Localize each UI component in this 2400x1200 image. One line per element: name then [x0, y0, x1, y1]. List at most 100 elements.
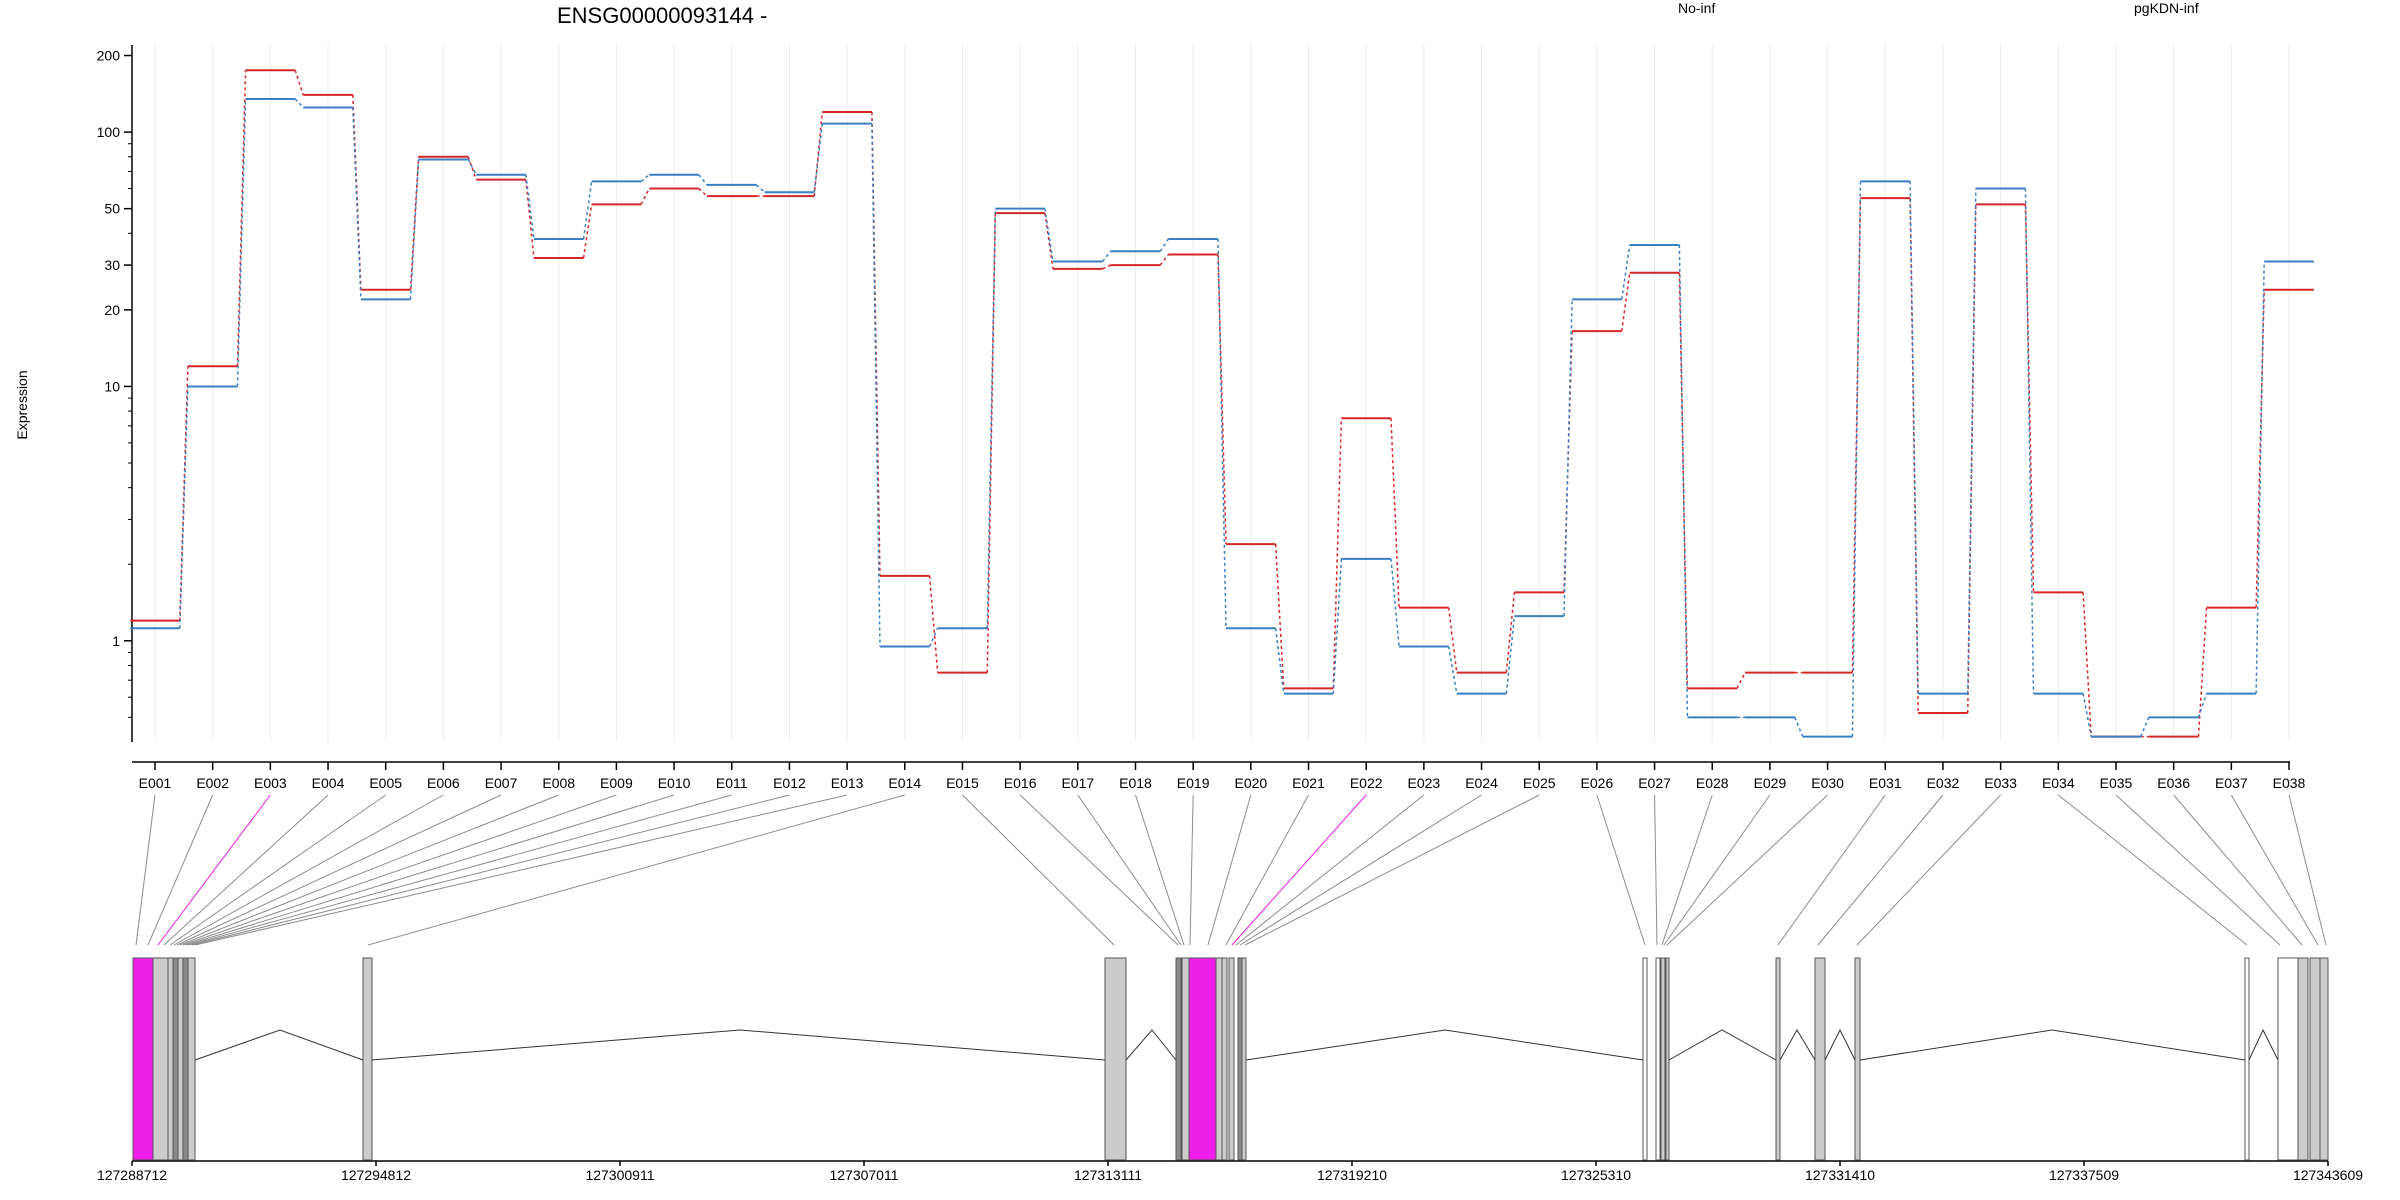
series-connector: [1044, 208, 1054, 262]
exon-connector-E026: [1596, 794, 1646, 946]
exon-block: [1655, 957, 1661, 1161]
genome-coordinate-label: 127307011: [829, 1167, 898, 1183]
genome-coordinate-label: 127294812: [341, 1167, 411, 1183]
x-tick-label-E024: E024: [1465, 775, 1498, 791]
exon-block: [1642, 957, 1648, 1161]
exon-block: [1660, 957, 1666, 1161]
series-connector: [928, 575, 939, 673]
x-tick-label-E025: E025: [1523, 775, 1556, 791]
series-connector: [1909, 181, 1919, 694]
exon-block: [1814, 957, 1826, 1161]
genome-coordinate-label: 127331410: [1805, 1167, 1875, 1183]
series-connector: [1505, 592, 1516, 673]
highlighted-exon-block: [1188, 957, 1217, 1161]
series-connector: [640, 188, 650, 205]
legend-entry-pgkdn-inf: pgKDN-inf: [2134, 0, 2199, 16]
y-tick-label: 50: [104, 201, 120, 217]
x-tick-label-E012: E012: [773, 775, 806, 791]
x-tick-label-E015: E015: [946, 775, 979, 791]
exon-connector-E024: [1239, 794, 1482, 946]
legend-entry-no-inf: No-inf: [1678, 0, 1715, 16]
y-tick-label: 10: [104, 378, 120, 394]
series-connector: [756, 184, 766, 193]
exon-connector-E034: [2057, 794, 2248, 946]
exon-block: [1215, 957, 1223, 1161]
series-connector: [871, 123, 881, 647]
series-connector: [1620, 272, 1631, 332]
series-connector: [698, 187, 708, 197]
genome-coordinate-label: 127300911: [585, 1167, 654, 1183]
exon-connector-E010: [185, 794, 675, 946]
series-connector: [1390, 418, 1400, 608]
series-connector: [1909, 198, 1919, 714]
series-connector: [2140, 717, 2150, 737]
x-tick-label-E031: E031: [1869, 775, 1902, 791]
exon-connector-E018: [1135, 794, 1185, 946]
series-connector: [871, 111, 881, 576]
series-layer: [130, 69, 2314, 738]
exon-connector-E017: [1077, 794, 1182, 946]
exon-connector-E028: [1661, 794, 1713, 946]
y-tick-label: 100: [97, 124, 121, 140]
exon-connector-E036: [2173, 794, 2303, 946]
exon-connector-E002: [147, 794, 214, 946]
exon-connector-lines: [135, 794, 2327, 946]
exon-connector-E006: [173, 794, 444, 946]
series-connector: [409, 156, 420, 290]
exon-connector-E033: [1856, 794, 2001, 946]
exon-block: [1665, 957, 1670, 1161]
axes: [131, 45, 2328, 1162]
exon-connector-E009: [182, 794, 617, 946]
y-axis-label: Expression: [14, 370, 30, 439]
exon-connector-E030: [1666, 794, 1828, 946]
exon-connector-E032: [1817, 794, 1944, 946]
exon-connector-E013: [194, 794, 848, 946]
exon-connector-E038: [2288, 794, 2327, 946]
exon-connector-E021: [1225, 794, 1309, 946]
series-connector: [2197, 607, 2208, 737]
exon-block: [167, 957, 174, 1161]
x-tick-label-E016: E016: [1004, 775, 1037, 791]
exon-block: [2309, 957, 2321, 1161]
exon-block: [1241, 957, 1247, 1161]
series-connector: [1102, 264, 1112, 270]
x-tick-label-E019: E019: [1177, 775, 1210, 791]
y-tick-label: 1: [112, 633, 120, 649]
series-connector: [294, 98, 304, 108]
exon-connector-E005: [169, 794, 386, 946]
series-connector: [236, 70, 247, 367]
exon-block: [1175, 957, 1182, 1161]
x-tick-label-E009: E009: [600, 775, 633, 791]
series-connector: [1851, 181, 1862, 737]
x-tick-label-E029: E029: [1754, 775, 1787, 791]
x-tick-label-E010: E010: [658, 775, 691, 791]
x-tick-label-E008: E008: [542, 775, 575, 791]
intron-line: [194, 1029, 364, 1061]
series-connector: [525, 174, 535, 240]
gene-model: [132, 957, 2329, 1161]
intron-line: [1779, 1029, 1816, 1061]
exon-connector-E004: [163, 794, 329, 946]
intron-line: [1125, 1029, 1177, 1061]
series-connector: [2082, 693, 2092, 737]
genome-coordinate-label: 127337509: [2049, 1167, 2119, 1183]
intron-line: [1824, 1028, 1856, 1061]
series-connector: [698, 174, 708, 186]
x-tick-label-E020: E020: [1234, 775, 1267, 791]
exon-block: [1104, 957, 1127, 1161]
y-tick-label: 200: [97, 48, 121, 64]
x-tick-label-E013: E013: [831, 775, 864, 791]
exon-block: [2244, 957, 2250, 1161]
series-connector: [1505, 616, 1516, 694]
x-tick-label-E037: E037: [2215, 775, 2248, 791]
x-tick-label-E018: E018: [1119, 775, 1152, 791]
x-tick-label-E027: E027: [1638, 775, 1671, 791]
exon-block: [152, 957, 169, 1161]
series-connector: [467, 156, 477, 180]
x-tick-label-E005: E005: [369, 775, 402, 791]
x-tick-label-E028: E028: [1696, 775, 1729, 791]
grid-lines: [154, 45, 2290, 742]
intron-line: [1859, 1029, 2246, 1061]
genome-coordinate-ticks: 127288712 127294812 127300911 127307011 1273…: [97, 1161, 2363, 1183]
